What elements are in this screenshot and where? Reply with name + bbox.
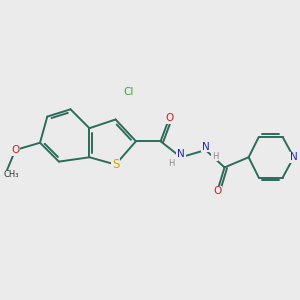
- Text: N: N: [202, 142, 209, 152]
- Text: O: O: [11, 145, 20, 155]
- Text: CH₃: CH₃: [3, 170, 19, 179]
- Text: H: H: [169, 159, 175, 168]
- Text: H: H: [212, 152, 218, 161]
- Text: N: N: [177, 149, 185, 159]
- Text: Cl: Cl: [124, 87, 134, 97]
- Text: O: O: [213, 186, 221, 196]
- Text: O: O: [165, 113, 173, 123]
- Text: S: S: [112, 158, 119, 171]
- Text: N: N: [290, 152, 298, 162]
